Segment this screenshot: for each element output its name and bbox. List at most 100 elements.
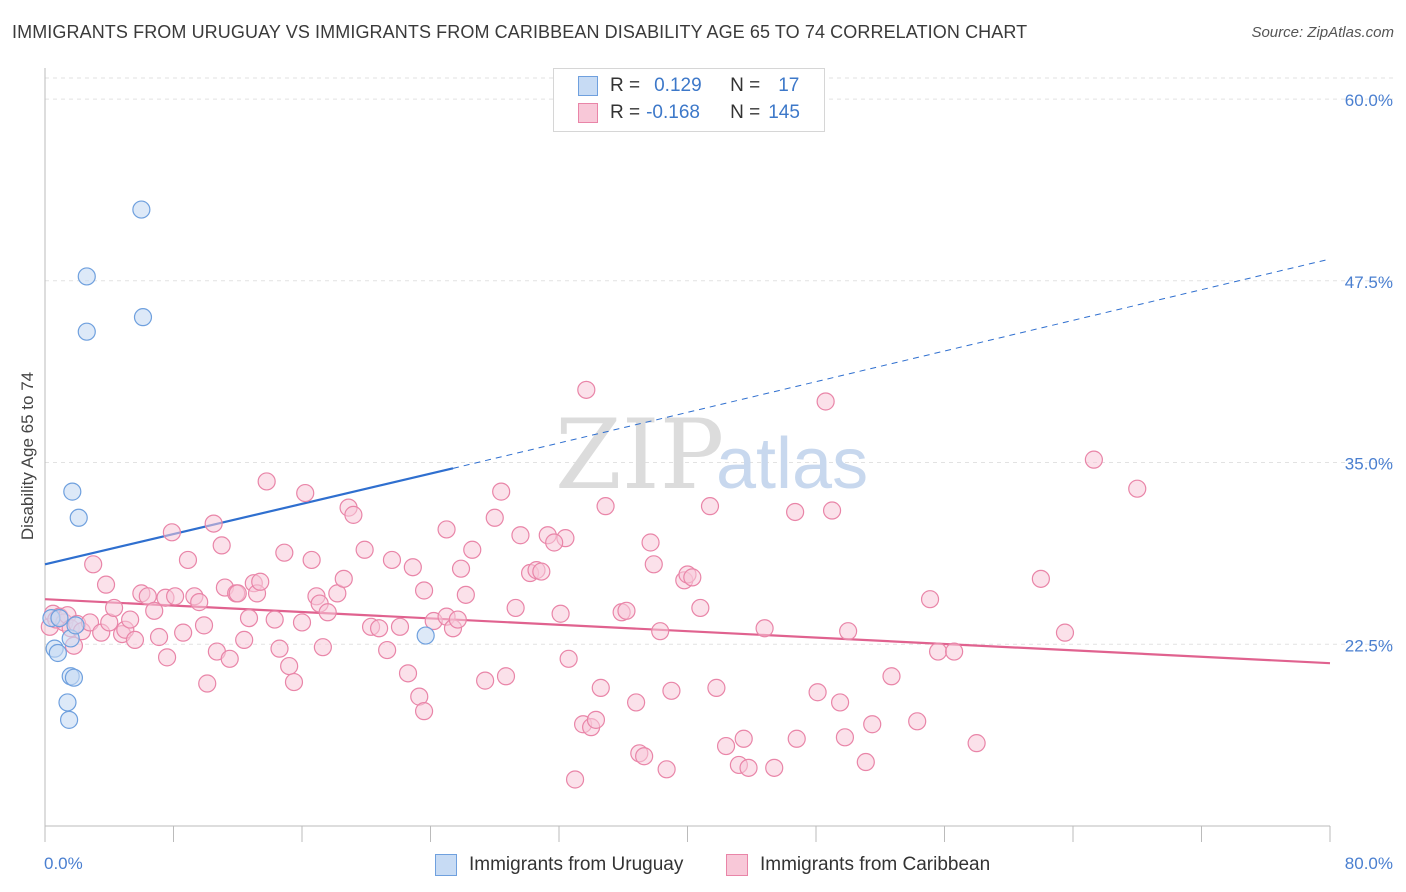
data-point-caribbean: [302, 550, 321, 570]
data-point-caribbean: [228, 584, 247, 603]
data-point-caribbean: [551, 604, 570, 623]
data-point-caribbean: [928, 642, 948, 661]
watermark: ZIP atlas: [555, 399, 868, 511]
data-point-uruguay: [64, 668, 84, 687]
data-point-caribbean: [318, 603, 337, 622]
data-point-caribbean: [239, 608, 259, 628]
data-point-caribbean: [511, 526, 530, 545]
data-point-caribbean: [448, 610, 467, 629]
legend-r-label: R =: [610, 102, 641, 123]
data-point-caribbean: [370, 619, 389, 638]
data-point-caribbean: [104, 598, 124, 618]
data-point-caribbean: [265, 610, 284, 629]
data-point-caribbean: [270, 639, 289, 658]
legend-swatch-caribbean: [578, 103, 598, 123]
data-point-caribbean: [390, 617, 410, 636]
data-point-caribbean: [882, 667, 901, 686]
data-point-caribbean: [559, 649, 578, 668]
data-point-caribbean: [190, 593, 209, 612]
data-point-caribbean: [1055, 623, 1075, 642]
bottom-legend-swatch-uruguay: [435, 854, 457, 876]
data-point-caribbean: [280, 656, 299, 676]
data-point-caribbean: [96, 575, 116, 594]
data-point-caribbean: [149, 627, 169, 647]
data-point-caribbean: [591, 678, 610, 697]
chart-title: IMMIGRANTS FROM URUGUAY VS IMMIGRANTS FR…: [12, 22, 1028, 42]
data-point-caribbean: [700, 497, 720, 516]
data-point-caribbean: [292, 613, 312, 632]
data-point-caribbean: [626, 693, 646, 712]
data-point-caribbean: [577, 380, 596, 399]
data-point-caribbean: [822, 501, 842, 520]
data-point-caribbean: [166, 587, 185, 606]
data-point-caribbean: [251, 572, 270, 591]
data-point-caribbean: [835, 728, 855, 747]
watermark-atlas: atlas: [716, 424, 868, 504]
y-tick-label: 47.5%: [1345, 273, 1393, 292]
data-point-caribbean: [355, 540, 374, 559]
data-point-caribbean: [451, 559, 471, 578]
legend-n-label: N =: [730, 75, 761, 96]
legend-n-value: 145: [768, 102, 800, 123]
bottom-legend-swatch-caribbean: [726, 854, 748, 876]
data-point-caribbean: [657, 760, 676, 779]
data-point-caribbean: [212, 536, 231, 555]
data-point-caribbean: [492, 482, 511, 501]
data-point-caribbean: [617, 601, 636, 620]
data-point-uruguay: [77, 322, 96, 341]
data-point-uruguay: [66, 616, 85, 635]
data-point-caribbean: [707, 678, 726, 697]
legend-n-value: 17: [778, 75, 800, 96]
data-point-caribbean: [275, 543, 294, 562]
data-point-uruguay: [58, 693, 77, 712]
data-point-caribbean: [162, 523, 181, 542]
data-point-caribbean: [378, 640, 397, 660]
data-point-caribbean: [174, 623, 193, 642]
data-point-caribbean: [641, 533, 660, 552]
data-point-caribbean: [456, 585, 475, 604]
data-point-caribbean: [414, 702, 434, 721]
data-point-uruguay: [132, 200, 151, 219]
data-point-uruguay: [63, 482, 82, 501]
data-point-caribbean: [635, 747, 654, 766]
data-point-caribbean: [765, 758, 784, 777]
data-point-caribbean: [178, 550, 198, 570]
data-point-caribbean: [839, 622, 858, 641]
data-point-uruguay: [50, 608, 69, 628]
bottom-legend-label-caribbean: Immigrants from Caribbean: [760, 854, 991, 875]
data-point-caribbean: [683, 568, 702, 587]
data-point-caribbean: [414, 581, 434, 600]
data-point-caribbean: [84, 555, 103, 574]
source-credit: Source: ZipAtlas.com: [1251, 24, 1394, 41]
data-point-caribbean: [194, 616, 214, 635]
data-point-uruguay: [48, 643, 67, 663]
data-point-caribbean: [198, 674, 217, 693]
legend-r-value: 0.129: [654, 75, 702, 96]
data-point-caribbean: [596, 497, 615, 516]
data-point-caribbean: [908, 712, 927, 731]
data-point-caribbean: [739, 758, 758, 777]
y-tick-label: 60.0%: [1345, 91, 1393, 110]
data-point-caribbean: [506, 598, 525, 618]
data-point-caribbean: [403, 558, 422, 577]
bottom-legend-label-uruguay: Immigrants from Uruguay: [469, 854, 684, 875]
data-point-caribbean: [496, 667, 516, 686]
data-point-caribbean: [1031, 569, 1050, 588]
data-point-uruguay: [133, 308, 153, 327]
data-point-caribbean: [145, 601, 164, 620]
data-point-caribbean: [1128, 479, 1147, 498]
data-point-caribbean: [755, 619, 774, 638]
data-point-caribbean: [967, 734, 986, 753]
data-point-caribbean: [121, 610, 140, 629]
watermark-zip: ZIP: [555, 399, 724, 511]
data-point-caribbean: [313, 638, 332, 657]
legend-row-uruguay: R = 0.129 N = 17: [578, 74, 799, 98]
data-point-caribbean: [644, 555, 663, 574]
trend-line-uruguay: [44, 467, 454, 566]
data-point-caribbean: [651, 622, 670, 641]
data-point-caribbean: [296, 483, 315, 503]
data-point-caribbean: [786, 502, 805, 522]
data-point-caribbean: [235, 630, 254, 650]
trend-line-uruguay-extension: [452, 258, 1331, 469]
data-point-caribbean: [787, 729, 806, 748]
